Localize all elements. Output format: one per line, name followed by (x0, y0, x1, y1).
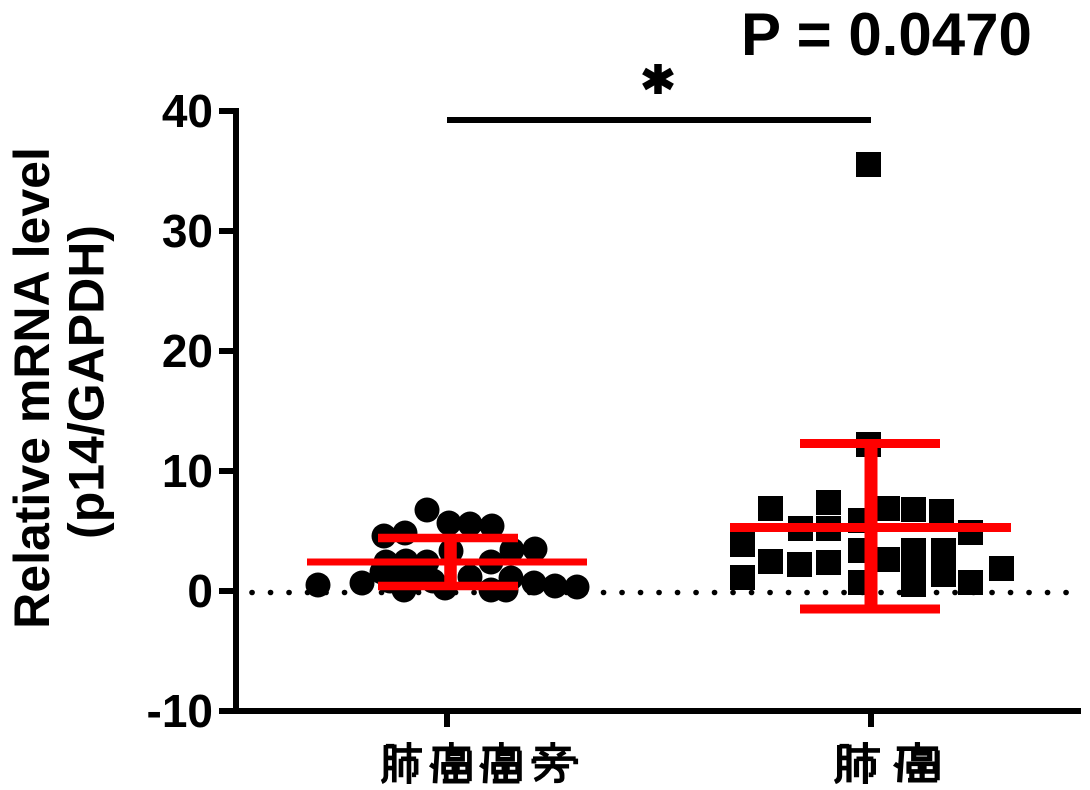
svg-text:-10: -10 (147, 685, 213, 737)
svg-text:Relative mRNA level: Relative mRNA level (4, 147, 60, 629)
svg-text:(p14/GAPDH): (p14/GAPDH) (59, 225, 115, 539)
svg-text:20: 20 (162, 325, 213, 377)
svg-text:30: 30 (162, 205, 213, 257)
svg-text:10: 10 (162, 445, 213, 497)
svg-text:0: 0 (187, 565, 213, 617)
svg-text:P = 0.0470: P = 0.0470 (741, 1, 1032, 68)
svg-text:40: 40 (162, 85, 213, 137)
